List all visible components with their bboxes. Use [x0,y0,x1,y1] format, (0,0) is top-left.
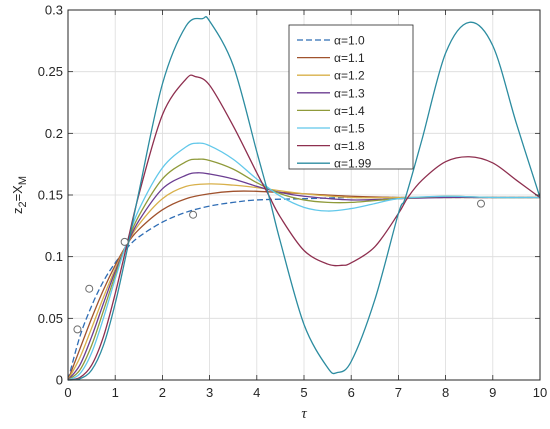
y-axis-label: z2=XM [10,176,29,214]
legend-label-2: α=1.2 [334,69,365,83]
data-marker-1 [85,284,94,293]
legend-label-6: α=1.8 [334,139,365,153]
series-line-2 [67,183,540,381]
marker-layer [73,199,485,334]
series-line-4 [67,158,541,381]
legend: α=1.0 α=1.1 α=1.2 α=1.3 α=1.4 α=1.5 α=1.8 α=1.9… [288,24,414,171]
x-tick-label: 2 [159,385,166,400]
data-marker-2 [120,237,129,246]
y-tick-labels: 0 0.05 0.1 0.15 0.2 0.25 0.3 [38,3,63,388]
x-tick-label: 3 [206,385,213,400]
x-tick-label: 4 [253,385,260,400]
y-tick-label: 0 [56,373,63,388]
y-tick-label: 0.15 [38,188,63,203]
x-tick-label: 6 [348,385,355,400]
x-tick-label: 9 [489,385,496,400]
series-layer [67,15,541,381]
y-tick-label: 0.25 [38,64,63,79]
x-tick-label: 10 [533,385,547,400]
y-axis-label-subscript-2: M [17,176,29,185]
series-line-5 [67,142,541,381]
legend-label-4: α=1.4 [334,104,365,118]
legend-items: α=1.0 α=1.1 α=1.2 α=1.3 α=1.4 α=1.5 α=1.8 α=1.9… [297,34,372,171]
axis-ticks [67,9,541,381]
x-tick-label: 5 [300,385,307,400]
y-tick-label: 0.05 [38,311,63,326]
y-axis-label-middle: =X [10,185,25,202]
y-tick-label: 0.3 [45,3,63,18]
y-tick-label: 0.2 [45,126,63,141]
legend-label-0: α=1.0 [334,34,365,48]
data-marker-4 [477,199,485,208]
legend-label-3: α=1.3 [334,86,365,100]
y-axis-label-subscript-1: 2 [17,201,29,207]
series-line-7 [67,15,541,381]
y-tick-label: 0.1 [45,249,63,264]
legend-label-5: α=1.5 [334,122,365,136]
data-marker-3 [189,210,198,219]
legend-label-1: α=1.1 [334,51,365,65]
x-axis-label: τ [301,406,307,422]
x-tick-label: 7 [395,385,402,400]
series-line-6 [67,74,541,381]
x-tick-labels: 0 1 2 3 4 5 6 7 8 9 10 [64,385,547,400]
legend-label-7: α=1.99 [334,157,372,171]
x-tick-label: 1 [112,385,119,400]
x-tick-label: 0 [64,385,71,400]
data-marker-0 [73,325,82,334]
x-tick-label: 8 [442,385,449,400]
